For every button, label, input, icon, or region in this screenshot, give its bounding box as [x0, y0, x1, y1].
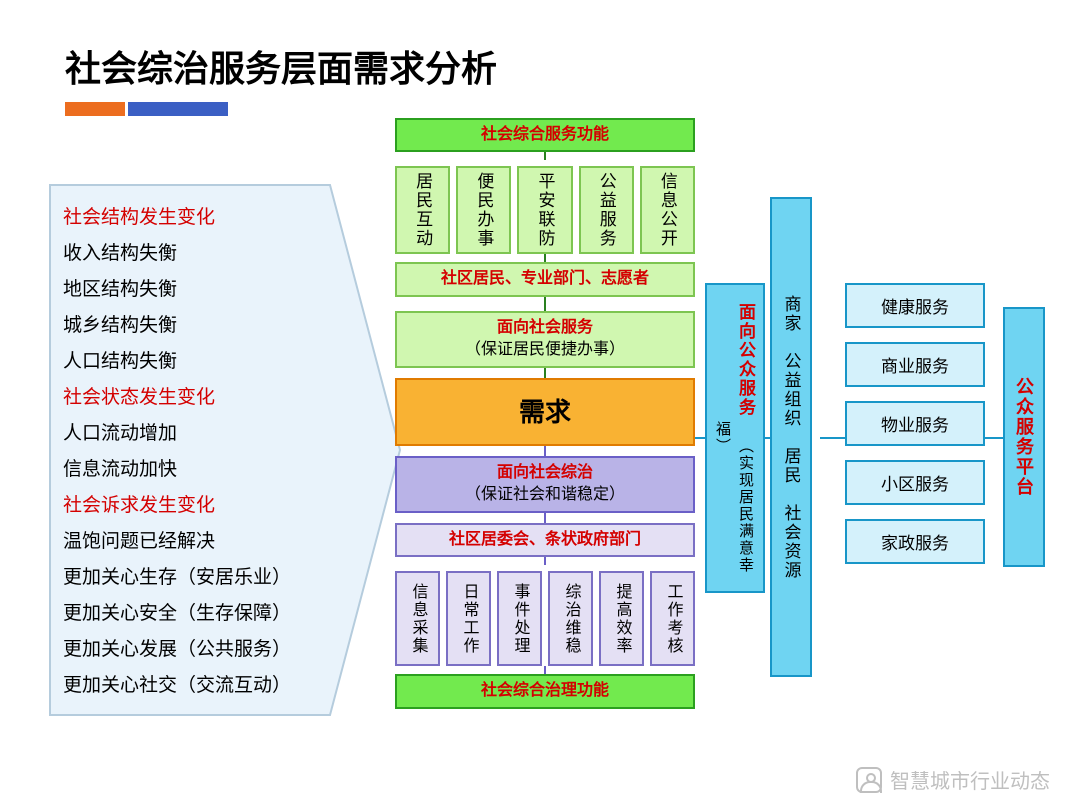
mid-bot-title: 面向社会综治	[399, 462, 691, 484]
right-col1: 面向公众服务 （实现居民满意幸福）	[705, 283, 765, 593]
bot-cell: 日常工作	[446, 571, 491, 666]
watermark-text: 智慧城市行业动态	[890, 765, 1050, 794]
list-item: 收入结构失衡	[63, 236, 343, 272]
list-item: 更加关心社交（交流互动）	[63, 668, 343, 704]
bot-cell: 提高效率	[599, 571, 644, 666]
bot-cell: 工作考核	[650, 571, 695, 666]
wechat-icon	[856, 767, 882, 793]
change-list: 社会结构发生变化收入结构失衡地区结构失衡城乡结构失衡人口结构失衡社会状态发生变化…	[63, 200, 343, 704]
service-item: 家政服务	[845, 519, 985, 564]
list-item: 更加关心生存（安居乐业）	[63, 560, 343, 596]
top-cell: 平安联防	[517, 166, 572, 254]
connector	[985, 437, 1003, 439]
list-item: 更加关心安全（生存保障）	[63, 596, 343, 632]
top-cell: 便民办事	[456, 166, 511, 254]
bot-cell-row: 信息采集日常工作事件处理综治维稳提高效率工作考核	[395, 571, 695, 666]
top-cell: 公益服务	[579, 166, 634, 254]
bot-actors: 社区居委会、条状政府部门	[395, 523, 695, 557]
right-col2: 商家 公益组织 居民 社会资源	[770, 197, 812, 677]
service-list: 健康服务商业服务物业服务小区服务家政服务	[845, 283, 985, 578]
bot-cell: 信息采集	[395, 571, 440, 666]
mid-top-sub: （保证居民便捷办事）	[399, 339, 691, 361]
service-item: 物业服务	[845, 401, 985, 446]
top-actors: 社区居民、专业部门、志愿者	[395, 262, 695, 296]
center-column: 社会综合服务功能 居民互动便民办事平安联防公益服务信息公开 社区居民、专业部门、…	[395, 118, 695, 709]
mid-bot-sub: （保证社会和谐稳定）	[399, 484, 691, 506]
col2-actors: 商家 公益组织 居民 社会资源	[770, 197, 812, 677]
right-col3: 公众服务平台	[1003, 307, 1045, 567]
core-demand: 需求	[395, 378, 695, 446]
platform-label: 公众服务平台	[1003, 307, 1045, 567]
bot-cell: 综治维稳	[548, 571, 593, 666]
service-item: 商业服务	[845, 342, 985, 387]
accent-bar-blue	[128, 102, 228, 116]
bot-function-title: 社会综合治理功能	[395, 674, 695, 708]
list-item: 更加关心发展（公共服务）	[63, 632, 343, 668]
list-item: 温饱问题已经解决	[63, 524, 343, 560]
list-item: 人口流动增加	[63, 416, 343, 452]
mid-bot-box: 面向社会综治 （保证社会和谐稳定）	[395, 456, 695, 513]
col1-sub: （实现居民满意幸福）	[714, 421, 754, 574]
list-item: 社会结构发生变化	[63, 200, 343, 236]
slide-title: 社会综治服务层面需求分析	[65, 40, 497, 92]
left-arrow-block: 社会结构发生变化收入结构失衡地区结构失衡城乡结构失衡人口结构失衡社会状态发生变化…	[45, 180, 395, 710]
list-item: 人口结构失衡	[63, 344, 343, 380]
list-item: 地区结构失衡	[63, 272, 343, 308]
list-item: 社会诉求发生变化	[63, 488, 343, 524]
accent-bar-orange	[65, 102, 125, 116]
service-item: 健康服务	[845, 283, 985, 328]
mid-top-title: 面向社会服务	[399, 317, 691, 339]
mid-top-box: 面向社会服务 （保证居民便捷办事）	[395, 311, 695, 368]
top-cell: 居民互动	[395, 166, 450, 254]
top-function-title: 社会综合服务功能	[395, 118, 695, 152]
col1-title: 面向公众服务	[736, 303, 755, 417]
service-item: 小区服务	[845, 460, 985, 505]
list-item: 城乡结构失衡	[63, 308, 343, 344]
watermark: 智慧城市行业动态	[856, 765, 1050, 794]
bot-cell: 事件处理	[497, 571, 542, 666]
list-item: 信息流动加快	[63, 452, 343, 488]
list-item: 社会状态发生变化	[63, 380, 343, 416]
connector	[820, 437, 845, 439]
top-cell: 信息公开	[640, 166, 695, 254]
top-cell-row: 居民互动便民办事平安联防公益服务信息公开	[395, 166, 695, 254]
